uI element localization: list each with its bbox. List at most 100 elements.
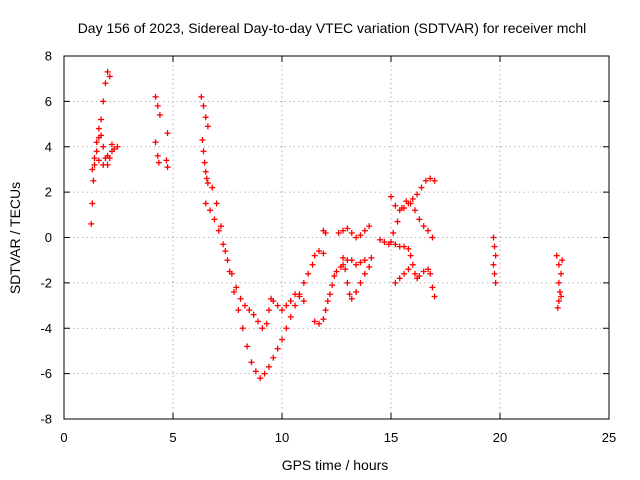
- data-point: [555, 298, 562, 305]
- data-point: [106, 73, 113, 80]
- data-point: [554, 304, 561, 311]
- data-point: [322, 307, 329, 314]
- data-point: [357, 279, 364, 286]
- data-point: [558, 293, 565, 300]
- data-point: [492, 252, 499, 259]
- data-point: [292, 291, 299, 298]
- data-point: [100, 98, 107, 105]
- data-point: [199, 136, 206, 143]
- data-point: [279, 336, 285, 343]
- data-point: [215, 227, 222, 234]
- data-point: [491, 270, 498, 277]
- data-point: [202, 114, 209, 121]
- data-point: [88, 220, 95, 227]
- data-point: [237, 295, 244, 302]
- y-tick-label: -8: [40, 412, 52, 427]
- data-point: [324, 298, 331, 305]
- data-point: [200, 148, 207, 155]
- data-point: [283, 325, 290, 332]
- data-point: [340, 254, 347, 261]
- data-point: [492, 279, 499, 286]
- x-tick-label: 15: [384, 430, 398, 445]
- data-point: [91, 155, 98, 162]
- data-point: [388, 193, 394, 200]
- data-point: [163, 157, 170, 164]
- data-point: [405, 200, 412, 207]
- axis-ticks: 0 5 10 15 20 25 -8 -6 -4 -2 0 2 4 6 8: [40, 49, 616, 446]
- x-tick-label: 0: [60, 430, 67, 445]
- data-point: [226, 268, 233, 275]
- data-point: [213, 200, 220, 207]
- data-point: [164, 164, 171, 171]
- data-point: [265, 307, 272, 314]
- data-point: [156, 111, 163, 118]
- data-point: [422, 177, 429, 184]
- data-point: [429, 234, 436, 241]
- data-point: [333, 268, 340, 275]
- data-point: [270, 354, 277, 361]
- data-point: [233, 284, 240, 291]
- data-point: [344, 279, 351, 286]
- chart-title: Day 156 of 2023, Sidereal Day-to-day VTE…: [78, 20, 587, 36]
- data-point: [559, 257, 566, 264]
- data-point: [320, 316, 327, 323]
- data-point: [200, 102, 207, 109]
- data-point: [490, 261, 497, 268]
- data-point: [556, 288, 563, 295]
- data-point: [261, 370, 268, 377]
- data-point: [344, 225, 351, 232]
- y-tick-label: 6: [45, 94, 52, 109]
- data-point: [491, 243, 498, 250]
- data-point: [390, 229, 397, 236]
- data-point: [257, 375, 264, 382]
- grid: [64, 56, 609, 419]
- data-point: [396, 207, 403, 214]
- data-point: [558, 270, 565, 277]
- x-tick-label: 20: [493, 430, 507, 445]
- data-point: [407, 252, 414, 259]
- data-point: [320, 250, 327, 257]
- y-tick-label: -2: [40, 275, 52, 290]
- data-point: [416, 216, 423, 223]
- data-point: [388, 239, 394, 246]
- y-tick-label: 4: [45, 139, 52, 154]
- data-point: [331, 273, 338, 280]
- data-point: [335, 229, 342, 236]
- data-point: [204, 123, 211, 130]
- data-point: [392, 241, 399, 248]
- data-point: [361, 227, 368, 234]
- data-point: [248, 359, 255, 366]
- data-point: [420, 268, 427, 275]
- data-point: [114, 143, 121, 150]
- x-tick-label: 25: [602, 430, 616, 445]
- data-point: [346, 291, 353, 298]
- data-point: [239, 325, 246, 332]
- data-point: [250, 311, 257, 318]
- data-point: [93, 139, 100, 146]
- x-axis-label: GPS time / hours: [282, 457, 389, 473]
- data-point: [95, 125, 102, 132]
- data-point: [265, 363, 272, 370]
- data-point: [431, 293, 438, 300]
- data-point: [235, 307, 242, 314]
- data-point: [357, 259, 364, 266]
- y-tick-label: 8: [45, 49, 52, 64]
- data-point: [209, 184, 216, 191]
- data-point: [263, 320, 270, 327]
- data-point: [414, 191, 421, 198]
- data-point: [429, 284, 436, 291]
- data-point: [279, 307, 285, 314]
- y-tick-label: -4: [40, 321, 52, 336]
- data-point: [259, 325, 266, 332]
- data-point: [555, 279, 562, 286]
- data-point: [361, 270, 368, 277]
- data-point: [555, 261, 562, 268]
- data-point: [409, 261, 416, 268]
- data-point: [342, 266, 349, 273]
- x-tick-label: 5: [169, 430, 176, 445]
- data-point: [244, 343, 251, 350]
- data-point: [311, 318, 318, 325]
- x-tick-label: 10: [275, 430, 289, 445]
- data-point: [553, 252, 560, 259]
